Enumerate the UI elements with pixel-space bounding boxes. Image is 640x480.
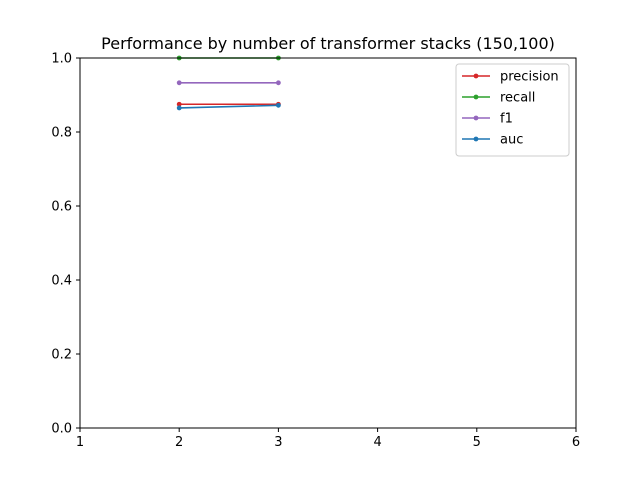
y-axis: 0.0 0.2 0.4 0.6 0.8 1.0: [51, 52, 80, 437]
data-point-auc: [276, 102, 281, 108]
y-tick-label: 0.2: [51, 348, 72, 363]
legend-swatch-marker: [473, 136, 479, 142]
y-tick-label: 0.6: [51, 200, 72, 215]
x-tick-label: 2: [175, 435, 183, 450]
x-tick-label: 1: [76, 435, 84, 450]
legend: precision recall f1 auc: [455, 63, 570, 157]
legend-label: recall: [500, 91, 535, 106]
chart-title: Performance by number of transformer sta…: [101, 34, 555, 53]
data-point-f1: [176, 80, 182, 86]
legend-box: [455, 63, 570, 157]
legend-label: f1: [500, 112, 513, 127]
series-line-auc: [179, 104, 279, 109]
legend-entry-precision: precision: [462, 70, 559, 85]
x-axis: 1 2 3 4 5 6: [76, 428, 580, 450]
legend-label: auc: [500, 133, 523, 148]
legend-entry-recall: recall: [462, 91, 535, 106]
y-tick-label: 1.0: [51, 52, 72, 67]
legend-swatch-marker: [473, 115, 479, 121]
legend-label: precision: [500, 70, 559, 85]
data-point-precision: [176, 101, 182, 107]
data-point-auc: [176, 105, 182, 111]
series-layer: [176, 55, 281, 111]
x-tick-label: 3: [274, 435, 282, 450]
legend-entry-f1: f1: [462, 112, 513, 127]
series-f1: [176, 80, 281, 86]
x-tick-label: 6: [572, 435, 580, 450]
legend-swatch-marker: [473, 94, 479, 100]
x-tick-label: 4: [373, 435, 381, 450]
x-tick-label: 5: [473, 435, 481, 450]
series-auc: [176, 102, 281, 111]
y-tick-label: 0.8: [51, 126, 72, 141]
legend-swatch-marker: [473, 73, 479, 79]
y-tick-label: 0.4: [51, 274, 72, 289]
y-tick-label: 0.0: [51, 422, 72, 437]
data-point-f1: [276, 80, 281, 86]
plot-frame: [79, 57, 577, 429]
legend-entry-auc: auc: [462, 133, 523, 148]
